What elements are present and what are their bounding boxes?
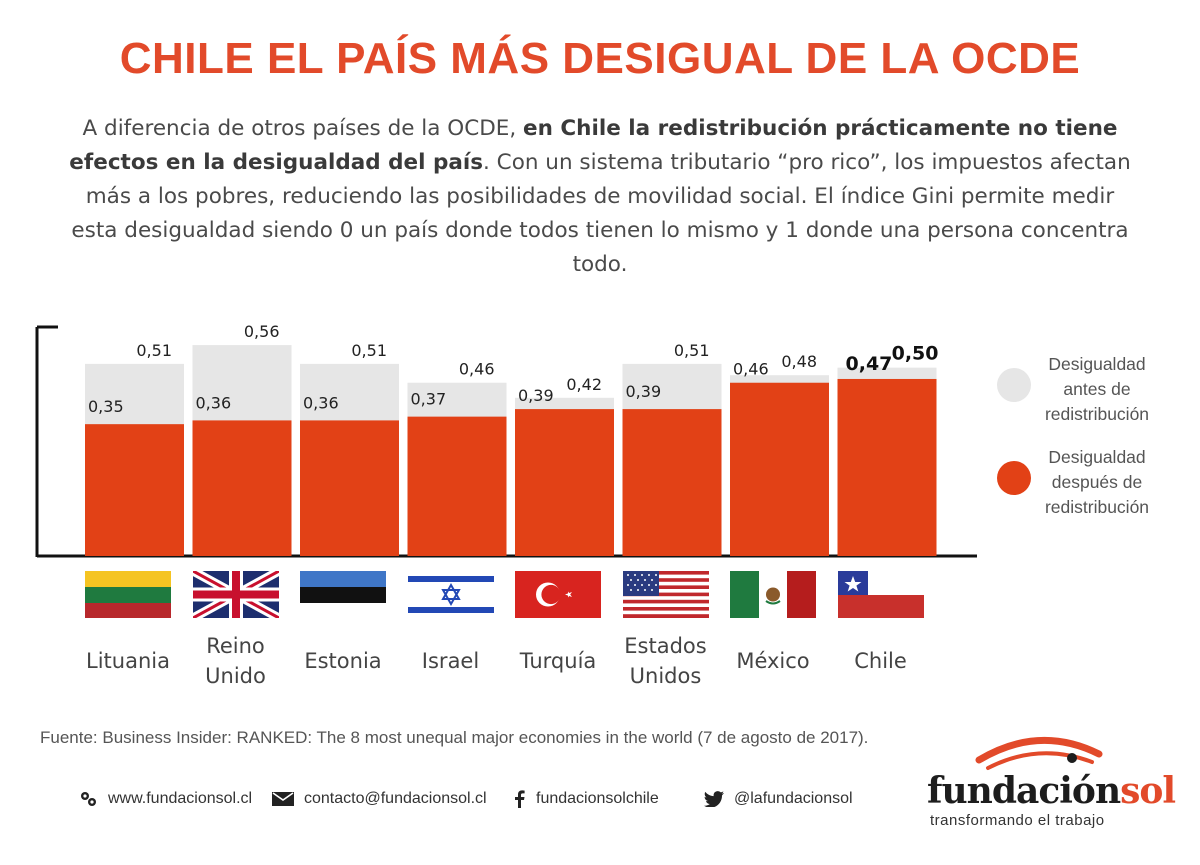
link-icon (81, 792, 96, 806)
legend-swatch-1 (997, 461, 1031, 495)
country-label-line: Israel (421, 649, 480, 673)
label-before-2: 0,51 (351, 341, 387, 360)
legend-line: después de (1051, 472, 1143, 492)
bar-after-6 (730, 382, 829, 556)
legend-label-1: Desigualdad después de redistribución (1032, 445, 1162, 520)
legend-line: redistribución (1044, 497, 1150, 517)
eye-logo-icon (975, 736, 1103, 770)
legend-line: redistribución (1044, 404, 1150, 424)
intro-bold: en Chile la redistribución prácticamente… (69, 116, 1118, 175)
bar-after-4 (515, 409, 614, 556)
bar-after-0 (85, 424, 184, 556)
uk-flag-icon (192, 571, 279, 618)
country-label-line: Unido (205, 664, 266, 688)
country-label-line: México (736, 649, 810, 673)
contact-web[interactable]: www.fundacionsol.cl (80, 790, 252, 808)
country-label-7: Chile (826, 646, 936, 676)
twitter-label: @lafundacionsol (734, 790, 853, 807)
label-after-5: 0,39 (626, 382, 662, 401)
chile-flag-icon (837, 571, 924, 618)
bar-after-5 (622, 409, 722, 556)
country-label-6: México (718, 646, 828, 676)
israel-flag-icon (407, 571, 494, 618)
estonia-flag-icon (300, 571, 386, 618)
mexico-flag-icon (730, 571, 816, 618)
label-before-6: 0,48 (781, 352, 817, 371)
country-label-1: Reino Unido (181, 631, 291, 691)
logo-tagline: transformando el trabajo (930, 812, 1105, 829)
bar-after-7 (837, 378, 937, 556)
bar-after-3 (407, 416, 507, 556)
country-label-line: Reino (206, 634, 265, 658)
country-label-2: Estonia (288, 646, 398, 676)
country-label-3: Israel (396, 646, 506, 676)
country-label-line: Lituania (86, 649, 170, 673)
country-label-5: Estados Unidos (611, 631, 721, 691)
country-label-line: Estados (624, 634, 707, 658)
email-icon (272, 792, 294, 806)
gini-bar-chart: 0,51 0,35 0,56 0,36 0,51 0,36 0,46 0,37 0,42 0,39… (35, 322, 977, 558)
label-after-3: 0,37 (411, 390, 447, 409)
lithuania-flag-icon (85, 571, 171, 618)
facebook-label: fundacionsolchile (536, 790, 659, 807)
intro-part-1: A diferencia de otros países de la OCDE, (82, 116, 524, 141)
country-label-line: Estonia (304, 649, 382, 673)
label-after-7: 0,47 (846, 353, 893, 375)
turkey-flag-icon (515, 571, 601, 618)
bar-after-2 (300, 420, 399, 556)
web-label: www.fundacionsol.cl (108, 790, 253, 807)
country-label-line: Turquía (519, 649, 597, 673)
usa-flag-icon (622, 571, 709, 618)
intro-text: A diferencia de otros países de la OCDE,… (60, 112, 1140, 282)
bar-after-1 (192, 420, 292, 556)
label-after-2: 0,36 (303, 393, 339, 412)
legend-swatch-0 (997, 368, 1031, 402)
label-after-1: 0,36 (196, 393, 232, 412)
legend-label-0: Desigualdad antes de redistribución (1032, 352, 1162, 427)
contact-email[interactable]: contacto@fundacionsol.cl (272, 790, 487, 808)
label-after-0: 0,35 (88, 397, 124, 416)
legend-line: Desigualdad (1048, 447, 1146, 467)
label-after-6: 0,46 (733, 360, 769, 379)
contact-twitter[interactable]: @lafundacionsol (704, 790, 853, 808)
label-before-7: 0,50 (892, 343, 939, 365)
label-before-5: 0,51 (674, 341, 710, 360)
label-before-4: 0,42 (566, 375, 602, 394)
source-note: Fuente: Business Insider: RANKED: The 8 … (40, 728, 869, 747)
twitter-icon (704, 791, 724, 807)
legend-line: antes de (1063, 379, 1131, 399)
facebook-icon (515, 790, 525, 808)
page-title: CHILE EL PAÍS MÁS DESIGUAL DE LA OCDE (119, 34, 1081, 83)
country-label-4: Turquía (503, 646, 613, 676)
intro-part-2: . Con un sistema tributario “pro rico”, … (71, 150, 1131, 277)
country-label-line: Unidos (629, 664, 702, 688)
legend-line: Desigualdad (1048, 354, 1146, 374)
email-label: contacto@fundacionsol.cl (304, 790, 487, 807)
country-label-line: Chile (854, 649, 907, 673)
label-before-1: 0,56 (244, 322, 280, 341)
country-label-0: Lituania (73, 646, 183, 676)
logo-wordmark: fundaciónsol (927, 770, 1176, 812)
label-after-4: 0,39 (518, 386, 554, 405)
contact-facebook[interactable]: fundacionsolchile (512, 790, 659, 808)
label-before-0: 0,51 (136, 341, 172, 360)
fundacion-sol-logo: fundaciónsol transformando el trabajo (922, 730, 1176, 840)
label-before-3: 0,46 (459, 360, 495, 379)
